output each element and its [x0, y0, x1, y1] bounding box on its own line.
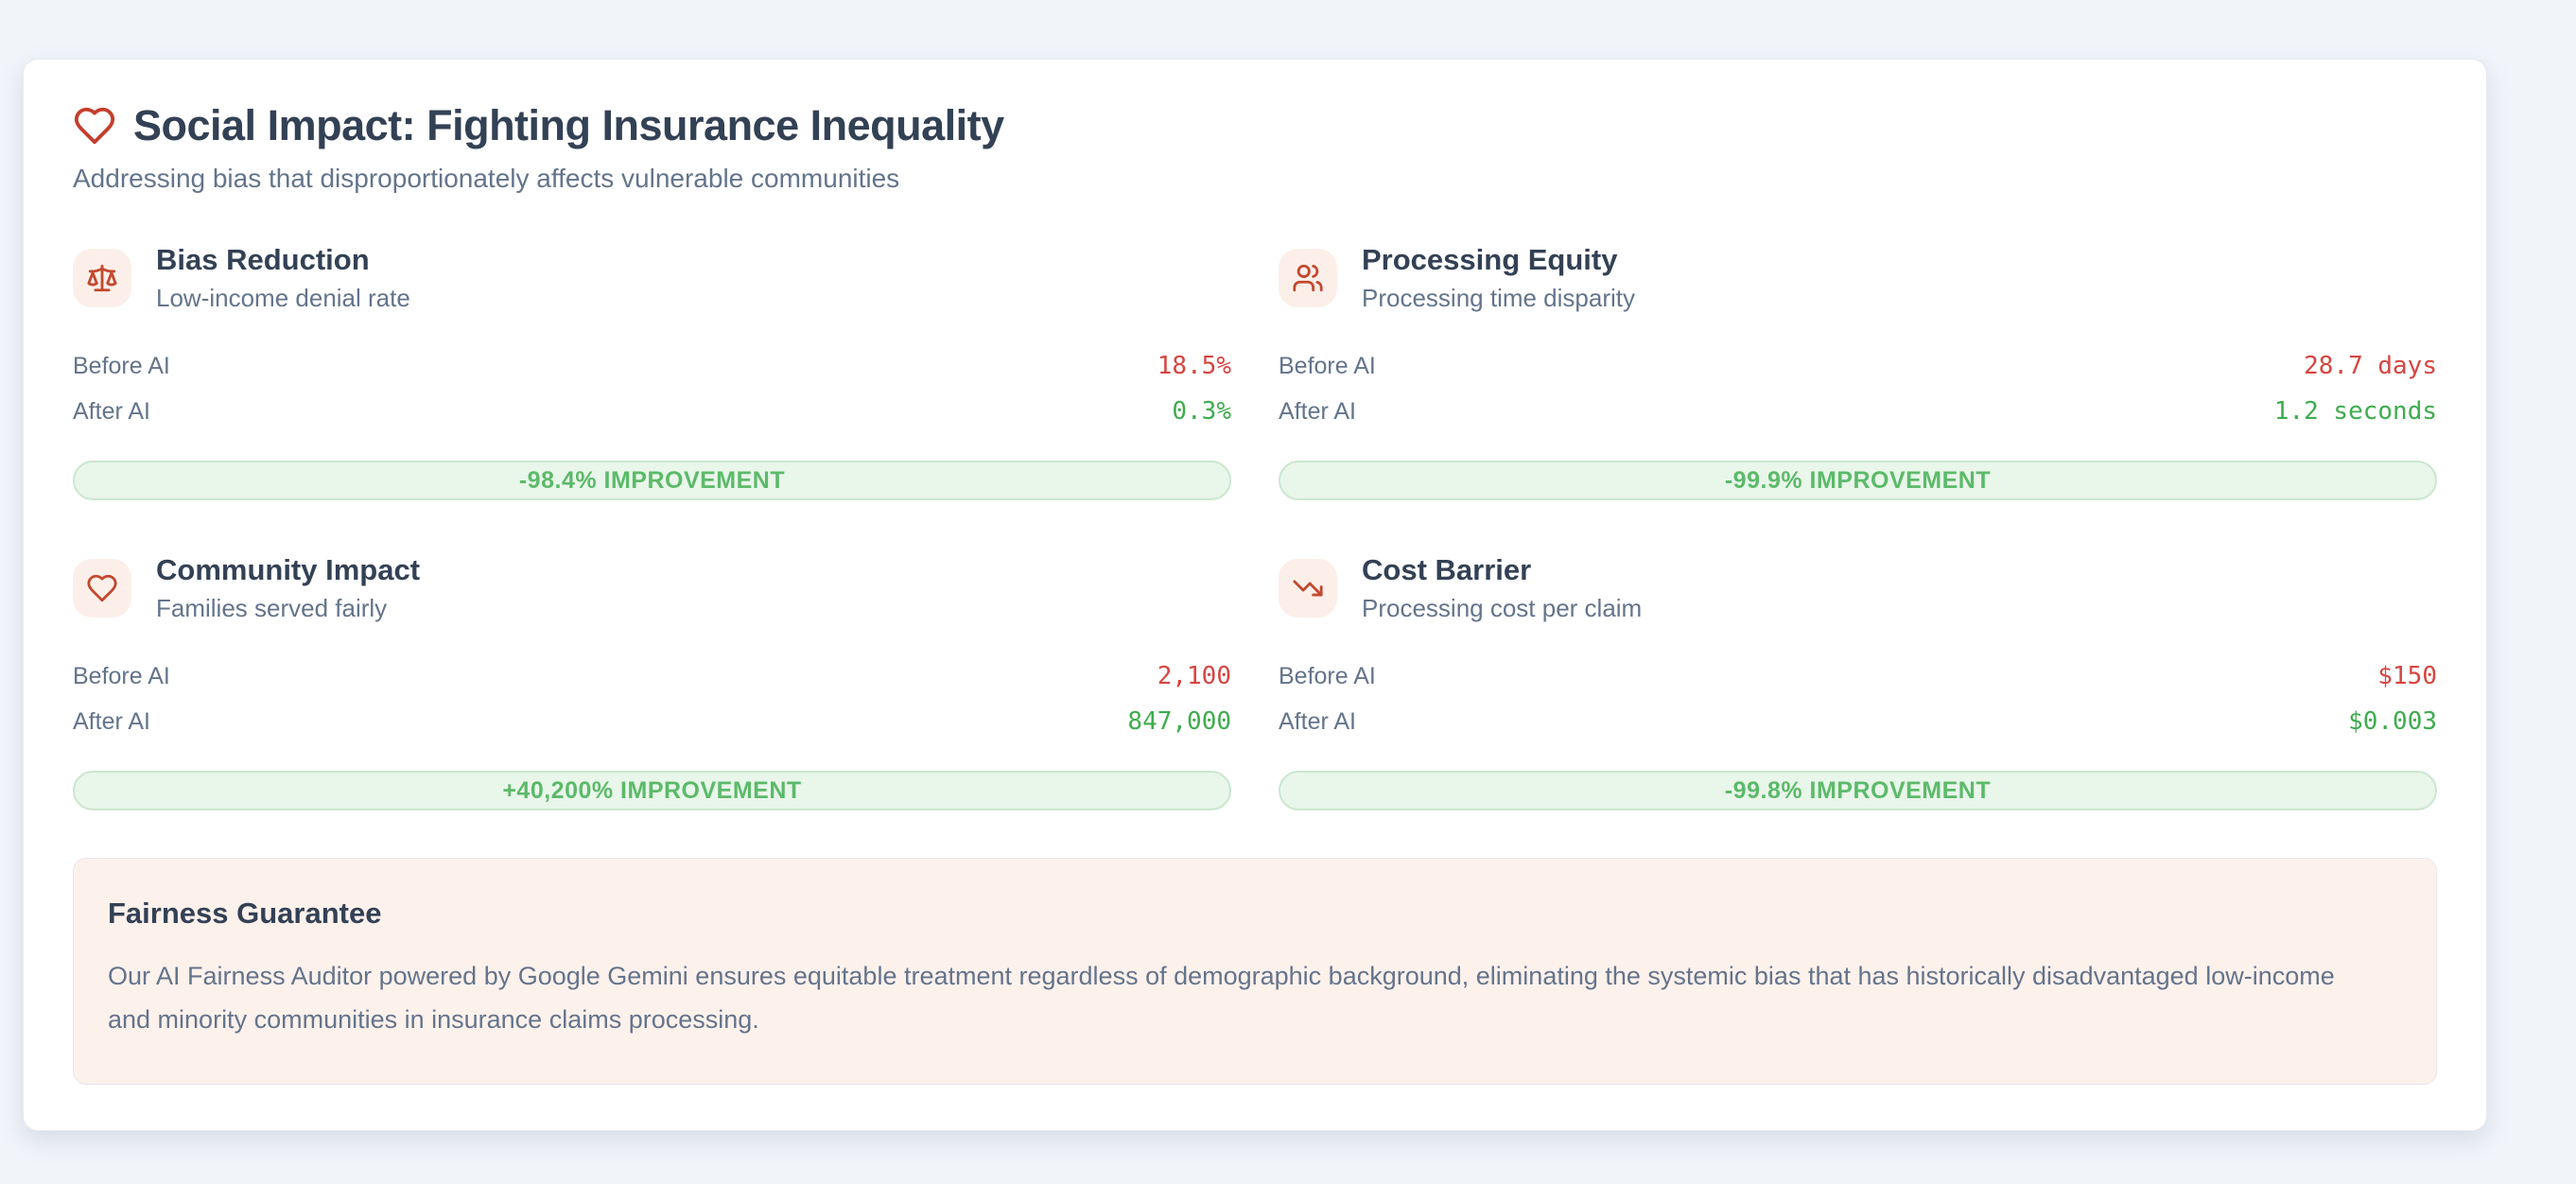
metric-subtitle: Families served fairly: [156, 594, 388, 622]
metric-processing-equity: Processing Equity Processing time dispar…: [1279, 243, 2437, 500]
after-label: After AI: [73, 707, 150, 735]
before-row: Before AI $150: [1279, 653, 2437, 699]
social-impact-card: Social Impact: Fighting Insurance Inequa…: [23, 59, 2487, 1131]
metric-title: Cost Barrier: [1362, 553, 1532, 586]
metric-rows: Before AI $150 After AI $0.003: [1279, 653, 2437, 744]
metric-head-text: Cost Barrier Processing cost per claim: [1362, 553, 1642, 623]
after-row: After AI $0.003: [1279, 699, 2437, 744]
users-icon: [1293, 264, 1323, 292]
before-label: Before AI: [1279, 662, 1376, 689]
heart-icon: [87, 574, 117, 602]
fairness-guarantee-panel: Fairness Guarantee Our AI Fairness Audit…: [73, 858, 2437, 1085]
metric-head: Processing Equity Processing time dispar…: [1279, 243, 2437, 313]
metric-rows: Before AI 2,100 After AI 847,000: [73, 653, 1231, 744]
metric-title: Community Impact: [156, 553, 421, 586]
after-value: 1.2 seconds: [2273, 397, 2437, 426]
before-label: Before AI: [73, 352, 170, 379]
after-row: After AI 1.2 seconds: [1279, 389, 2437, 434]
metric-bias-reduction: Bias Reduction Low-income denial rate Be…: [73, 243, 1231, 500]
metric-subtitle: Low-income denial rate: [156, 284, 410, 312]
metric-subtitle: Processing cost per claim: [1362, 594, 1643, 622]
after-row: After AI 847,000: [73, 699, 1231, 744]
improvement-badge: -99.9% IMPROVEMENT: [1279, 461, 2437, 500]
metric-rows: Before AI 28.7 days After AI 1.2 seconds: [1279, 343, 2437, 434]
page-subtitle: Addressing bias that disproportionately …: [73, 164, 900, 193]
improvement-badge: +40,200% IMPROVEMENT: [73, 771, 1231, 810]
before-row: Before AI 18.5%: [73, 343, 1231, 389]
before-value: $150: [2377, 662, 2437, 690]
heart-icon: [74, 107, 115, 145]
before-value: 2,100: [1157, 662, 1231, 690]
scale-icon: [87, 264, 117, 292]
before-row: Before AI 2,100: [73, 653, 1231, 699]
metric-title: Processing Equity: [1362, 243, 1618, 276]
fairness-body: Our AI Fairness Auditor powered by Googl…: [108, 962, 2335, 1034]
trending-down-icon: [1293, 580, 1323, 597]
improvement-badge: -99.8% IMPROVEMENT: [1279, 771, 2437, 810]
before-value: 18.5%: [1157, 352, 1231, 380]
metric-head: Bias Reduction Low-income denial rate: [73, 243, 1231, 313]
after-value: 0.3%: [1172, 397, 1231, 426]
after-value: $0.003: [2348, 707, 2437, 736]
metric-community-impact: Community Impact Families served fairly …: [73, 553, 1231, 810]
metrics-grid: Bias Reduction Low-income denial rate Be…: [73, 243, 2437, 810]
metric-head-text: Community Impact Families served fairly: [156, 553, 420, 623]
fairness-title: Fairness Guarantee: [108, 897, 382, 930]
card-header: Social Impact: Fighting Insurance Inequa…: [73, 101, 2437, 150]
metric-head: Community Impact Families served fairly: [73, 553, 1231, 623]
before-value: 28.7 days: [2304, 352, 2437, 380]
after-row: After AI 0.3%: [73, 389, 1231, 434]
metric-subtitle: Processing time disparity: [1362, 284, 1635, 312]
metric-title: Bias Reduction: [156, 243, 370, 276]
metric-head-text: Bias Reduction Low-income denial rate: [156, 243, 410, 313]
icon-chip: [1279, 249, 1337, 307]
page-title: Social Impact: Fighting Insurance Inequa…: [133, 101, 1004, 149]
after-label: After AI: [1279, 397, 1356, 425]
before-row: Before AI 28.7 days: [1279, 343, 2437, 389]
icon-chip: [73, 559, 131, 618]
icon-chip: [73, 249, 131, 307]
after-label: After AI: [1279, 707, 1356, 735]
metric-head-text: Processing Equity Processing time dispar…: [1362, 243, 1635, 313]
metric-head: Cost Barrier Processing cost per claim: [1279, 553, 2437, 623]
before-label: Before AI: [73, 662, 170, 689]
metric-cost-barrier: Cost Barrier Processing cost per claim B…: [1279, 553, 2437, 810]
after-label: After AI: [73, 397, 150, 425]
improvement-badge: -98.4% IMPROVEMENT: [73, 461, 1231, 500]
after-value: 847,000: [1127, 707, 1231, 736]
before-label: Before AI: [1279, 352, 1376, 379]
metric-rows: Before AI 18.5% After AI 0.3%: [73, 343, 1231, 434]
icon-chip: [1279, 559, 1337, 618]
